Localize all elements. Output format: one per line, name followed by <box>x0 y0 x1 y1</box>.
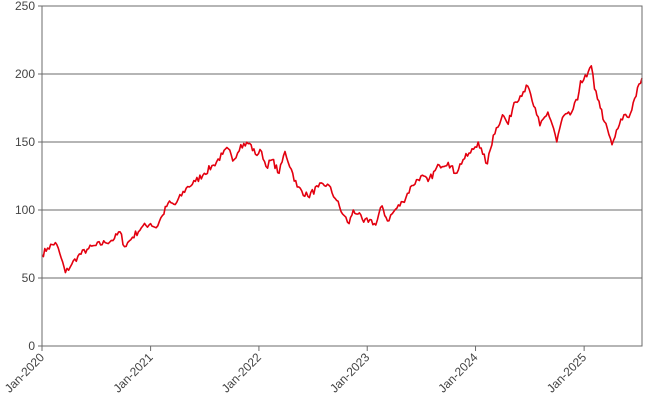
x-tick-label: Jan-2022 <box>219 350 265 396</box>
plot-border <box>41 5 643 347</box>
x-tick-label: Jan-2021 <box>110 350 156 396</box>
y-tick-label: 150 <box>15 135 35 149</box>
x-tick-label: Jan-2020 <box>2 350 48 396</box>
gridlines <box>42 73 642 279</box>
series-line <box>41 65 643 274</box>
y-axis-ticks: 0 50 100 150 200 250 <box>15 0 42 353</box>
x-tick-label: Jan-2025 <box>544 350 590 396</box>
plot-frame <box>41 5 643 347</box>
x-axis-ticks: Jan-2020 Jan-2021 Jan-2022 Jan-2023 Jan-2024… <box>2 346 590 396</box>
y-tick-label: 50 <box>22 271 36 285</box>
y-tick-label: 200 <box>15 67 35 81</box>
y-tick-label: 0 <box>28 339 35 353</box>
x-tick-label: Jan-2023 <box>327 350 373 396</box>
x-tick-label: Jan-2024 <box>435 350 481 396</box>
y-tick-label: 250 <box>15 0 35 13</box>
y-tick-label: 100 <box>15 203 35 217</box>
